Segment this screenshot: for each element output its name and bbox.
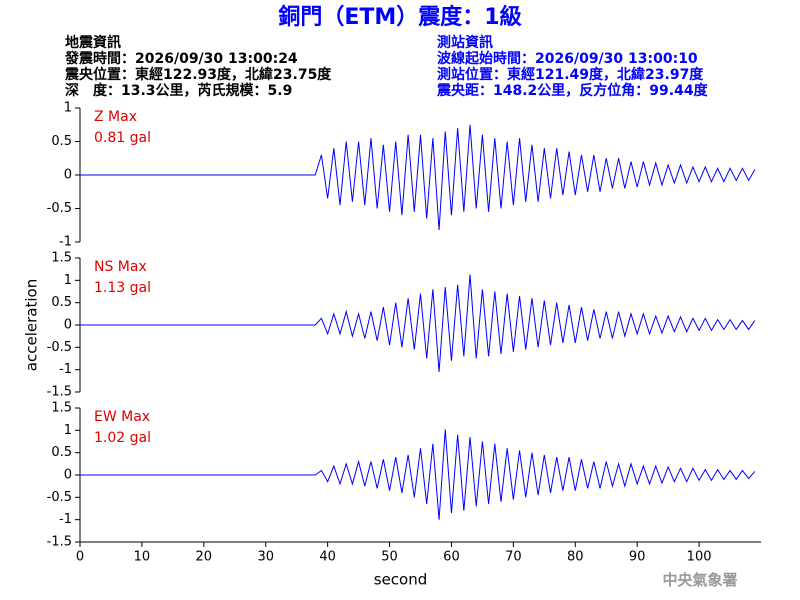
max-label: 1.02 gal	[94, 430, 151, 446]
quake-info: 發震時間：2026/09/30 13:00:24	[64, 50, 298, 67]
x-tick-label: 10	[134, 550, 151, 565]
component-label: EW Max	[94, 409, 150, 425]
x-tick-label: 100	[687, 550, 712, 565]
quake-info: 地震資訊	[65, 34, 121, 51]
x-tick-label: 70	[505, 550, 522, 565]
quake-info: 深 度：13.3公里，芮氏規模：5.9	[65, 82, 292, 99]
waveform	[80, 429, 756, 520]
y-tick-label: 0.5	[51, 445, 72, 460]
y-tick-label: 0.5	[51, 134, 72, 149]
y-tick-label: 1	[64, 273, 72, 288]
quake-info: 震央位置：東經122.93度，北緯23.75度	[64, 66, 332, 83]
y-tick-label: -1.5	[47, 535, 72, 550]
y-axis-label: acceleration	[23, 279, 41, 371]
station-info: 波線起始時間：2026/09/30 13:00:10	[437, 50, 698, 67]
max-label: 1.13 gal	[94, 280, 151, 296]
max-label: 0.81 gal	[94, 130, 151, 146]
station-info: 測站資訊	[437, 34, 493, 51]
y-tick-label: -0.5	[47, 201, 72, 216]
y-tick-label: 0	[64, 468, 72, 483]
y-tick-label: 0	[64, 168, 72, 183]
y-tick-label: -0.5	[47, 490, 72, 505]
x-tick-label: 40	[319, 550, 336, 565]
y-tick-label: 1.5	[51, 401, 72, 416]
x-tick-label: 20	[196, 550, 213, 565]
waveform	[80, 124, 756, 230]
x-tick-label: 90	[629, 550, 646, 565]
x-axis-label: second	[374, 571, 428, 589]
y-tick-label: 0.5	[51, 295, 72, 310]
chart-title: 銅門（ETM）震度：1級	[278, 4, 521, 30]
station-info: 震央距：148.2公里，反方位角：99.44度	[436, 82, 709, 99]
waveform	[80, 274, 756, 372]
y-tick-label: -1	[59, 512, 72, 527]
y-tick-label: -1.5	[47, 385, 72, 400]
y-tick-label: -1	[59, 235, 72, 250]
y-tick-label: -1	[59, 362, 72, 377]
y-tick-label: 1	[64, 101, 72, 116]
y-tick-label: 0	[64, 318, 72, 333]
y-tick-label: 1.5	[51, 251, 72, 266]
y-tick-label: -0.5	[47, 340, 72, 355]
x-tick-label: 50	[381, 550, 398, 565]
x-tick-label: 60	[443, 550, 460, 565]
watermark: 中央氣象署	[662, 571, 737, 589]
y-tick-label: 1	[64, 423, 72, 438]
x-tick-label: 80	[567, 550, 584, 565]
component-label: NS Max	[94, 259, 147, 275]
x-tick-label: 30	[257, 550, 274, 565]
component-label: Z Max	[94, 109, 137, 125]
station-info: 測站位置：東經121.49度，北緯23.97度	[437, 66, 704, 83]
x-tick-label: 0	[76, 550, 84, 565]
